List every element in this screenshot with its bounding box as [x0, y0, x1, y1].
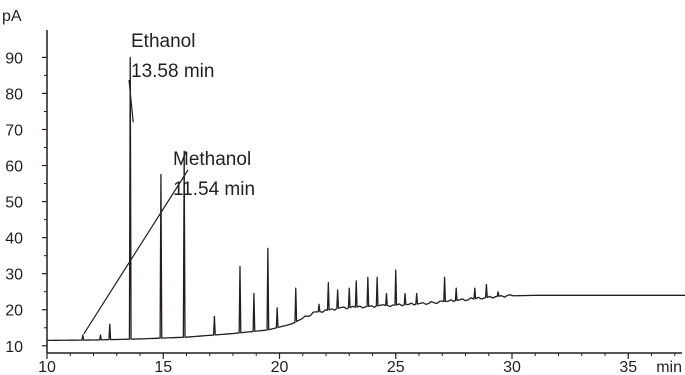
y-tick-label-30: 30: [5, 267, 23, 284]
x-tick-label-35: 35: [619, 359, 637, 375]
y-tick-label-20: 20: [5, 303, 23, 320]
ethanol-annotation: Ethanol 13.58 min: [128, 31, 214, 123]
x-tick-label-10: 10: [38, 359, 56, 375]
y-tick-label-50: 50: [5, 195, 23, 212]
y-tick-label-80: 80: [5, 86, 23, 103]
x-tick-label-20: 20: [271, 359, 289, 375]
y-tick-label-70: 70: [5, 122, 23, 139]
y-tick-label-90: 90: [5, 50, 23, 67]
x-axis-unit: min: [656, 359, 682, 375]
y-axis-unit: pA: [2, 8, 22, 25]
x-ticks: 10152025303540: [38, 353, 676, 375]
ethanol-label: Ethanol: [131, 31, 195, 52]
ethanol-retention-time: 13.58 min: [131, 61, 214, 82]
methanol-label: Methanol: [173, 149, 251, 170]
x-tick-label-25: 25: [387, 359, 405, 375]
y-tick-label-40: 40: [5, 231, 23, 248]
x-tick-label-15: 15: [154, 359, 172, 375]
methanol-annotation: Methanol 11.54 min: [83, 149, 255, 335]
y-tick-label-60: 60: [5, 159, 23, 176]
ethanol-leader-line: [128, 79, 134, 123]
x-tick-label-30: 30: [503, 359, 521, 375]
axes: [46, 30, 682, 354]
methanol-retention-time: 11.54 min: [173, 179, 255, 200]
methanol-leader-line: [83, 169, 189, 335]
chromatogram-trace: [46, 56, 685, 342]
y-tick-label-10: 10: [5, 339, 23, 356]
y-ticks: 10 20 30 40 50 60 70 80 90: [5, 50, 47, 356]
